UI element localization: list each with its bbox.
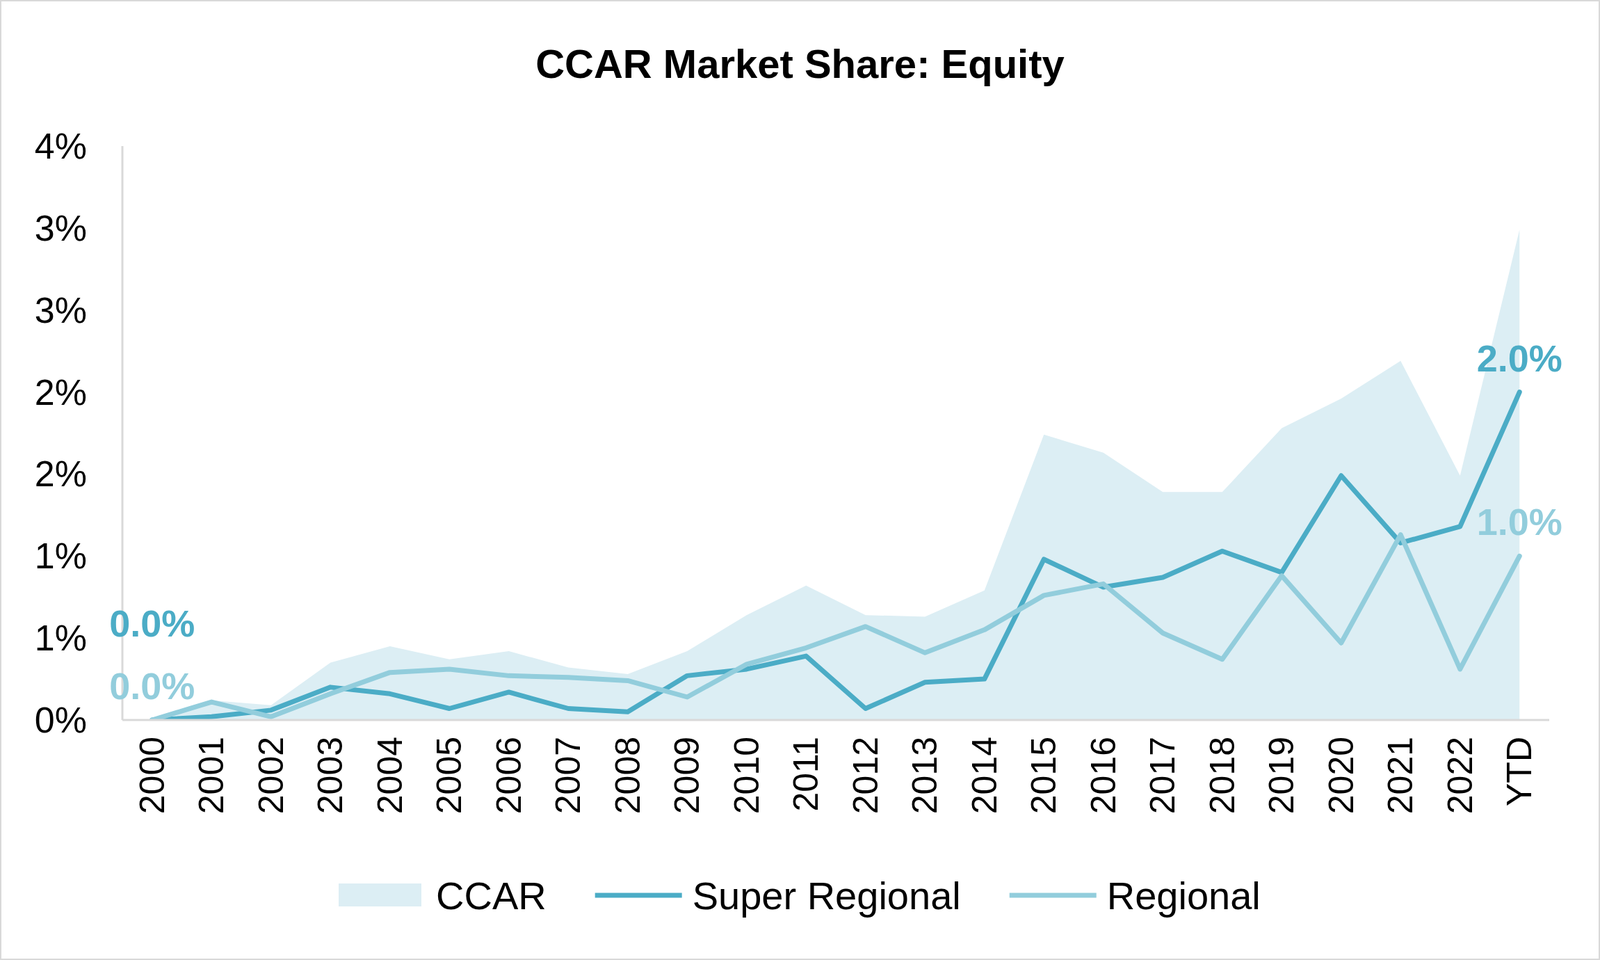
y-tick-label: 4% <box>34 125 87 167</box>
line <box>152 392 1521 720</box>
data-label: 2.0% <box>1476 337 1563 379</box>
y-tick-label: 0% <box>34 699 87 740</box>
line <box>152 534 1521 720</box>
x-tick-label: 2017 <box>1143 736 1183 814</box>
x-tick-label: 2001 <box>191 736 231 814</box>
legend: CCAR Super Regional Regional <box>338 873 1261 918</box>
area <box>152 229 1521 720</box>
x-tick-label: 2019 <box>1262 736 1301 814</box>
data-label: 0.0% <box>109 602 195 644</box>
x-tick-label: 2021 <box>1380 736 1420 814</box>
legend-swatch <box>595 892 683 898</box>
chart: CCAR Market Share: Equity 0% 1% 1% 2% 2% 3% 3% 4… <box>0 0 1600 960</box>
y-tick-label: 1% <box>34 617 87 658</box>
x-tick-label: 2020 <box>1321 736 1361 814</box>
x-tick-label: 2013 <box>905 736 945 814</box>
x-tick-label: 2014 <box>965 736 1005 814</box>
x-tick-label: 2012 <box>846 736 886 814</box>
x-tick-label: 2006 <box>489 736 529 814</box>
data-label: 0.0% <box>109 664 195 707</box>
y-tick-label: 2% <box>34 453 87 494</box>
title: CCAR Market Share: Equity <box>535 41 1065 87</box>
x-tick-label: 2018 <box>1202 736 1242 814</box>
legend-label: Regional <box>1106 873 1261 918</box>
legend-swatch <box>1009 892 1097 898</box>
legend-label: CCAR <box>435 873 547 918</box>
x-tick-label: 2008 <box>608 736 648 814</box>
x-tick-label: 2000 <box>132 736 172 814</box>
x-tick-label: 2002 <box>251 736 291 814</box>
y-tick-label: 2% <box>34 372 87 413</box>
marks <box>152 229 1521 720</box>
x-tick-label: 2004 <box>370 736 410 814</box>
x-tick-label: 2015 <box>1024 736 1064 814</box>
x-tick-label: 2003 <box>310 736 350 814</box>
y-tick-label: 1% <box>34 535 87 576</box>
x-tick-label: 2016 <box>1084 736 1123 814</box>
x-axis <box>122 718 1550 722</box>
x-tick-label: 2010 <box>727 736 767 814</box>
legend-swatch <box>338 883 422 907</box>
y-tick-label: 3% <box>34 289 87 331</box>
legend-label: Super Regional <box>692 873 961 918</box>
x-tick-label: 2009 <box>667 736 707 814</box>
x-tick-label: 2011 <box>786 736 826 812</box>
y-tick-label: 3% <box>34 207 87 249</box>
x-tick-label: 2005 <box>429 736 469 814</box>
x-tick-label: 2022 <box>1440 736 1480 814</box>
frame <box>0 0 1600 959</box>
data-label: 1.0% <box>1476 500 1563 543</box>
x-tick-label: 2007 <box>548 736 588 814</box>
x-tick-label: YTD <box>1499 736 1539 806</box>
